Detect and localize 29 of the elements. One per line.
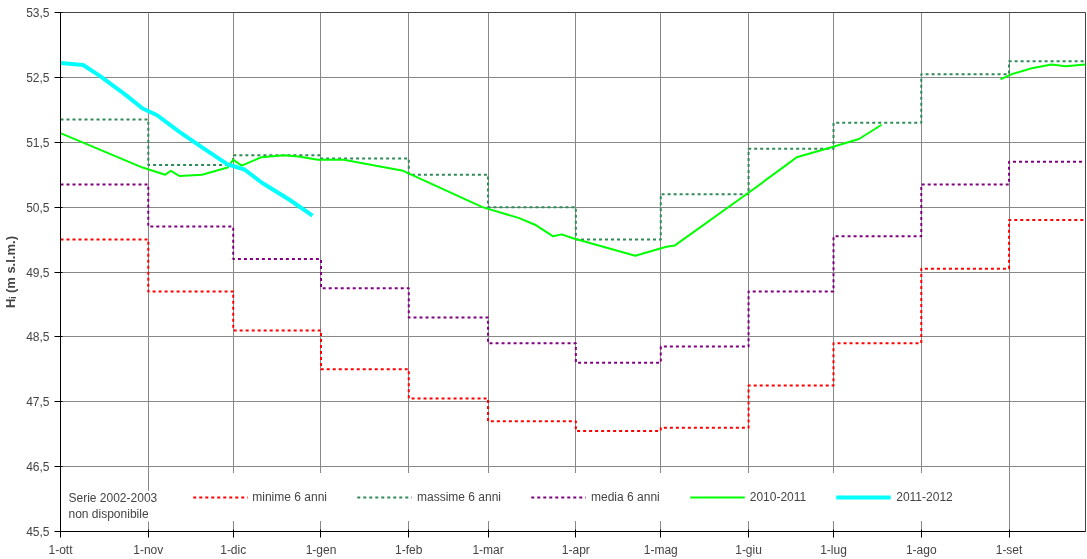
x-tick-label: 1-gen — [305, 542, 337, 557]
x-tick-label: 1-set — [995, 542, 1024, 557]
legend-label: 2010-2011 — [749, 490, 807, 504]
legend-label: 2011-2012 — [896, 490, 953, 504]
y-tick-label: 45,5 — [26, 525, 50, 539]
legend-label: massime 6 anni — [416, 490, 502, 504]
legend-label: media 6 anni — [591, 490, 660, 504]
y-tick-label: 47,5 — [26, 395, 50, 410]
line-series — [60, 61, 315, 218]
x-tick-label: 1-ago — [905, 542, 937, 557]
x-tick-label: 1-giu — [735, 542, 762, 557]
y-tick-label: 49,5 — [26, 265, 50, 280]
x-tick-label: 1-feb — [395, 542, 423, 557]
x-tick-label: 1-nov — [133, 542, 164, 557]
x-tick-label: 1-mag — [643, 542, 678, 557]
legend-label: minime 6 anni — [252, 490, 327, 504]
x-tick-label: 1-ott — [48, 542, 74, 557]
annotation: Serie 2002-2003 non disponibile — [68, 490, 158, 522]
x-tick-label: 1-lug — [820, 542, 847, 557]
y-tick-label: 51,5 — [26, 135, 50, 150]
y-tick-label: 53,5 — [26, 6, 50, 20]
x-tick-label: 1-mar — [472, 542, 504, 557]
y-axis-title: Hᵢ (m s.l.m.) — [3, 236, 19, 308]
x-tick-label: 1-apr — [561, 542, 590, 557]
y-tick-label: 52,5 — [26, 70, 50, 85]
y-tick-label: 48,5 — [26, 330, 50, 345]
y-tick-label: 46,5 — [26, 460, 50, 475]
x-tick-label: 1-dic — [220, 542, 247, 557]
y-tick-label: 50,5 — [26, 200, 50, 215]
